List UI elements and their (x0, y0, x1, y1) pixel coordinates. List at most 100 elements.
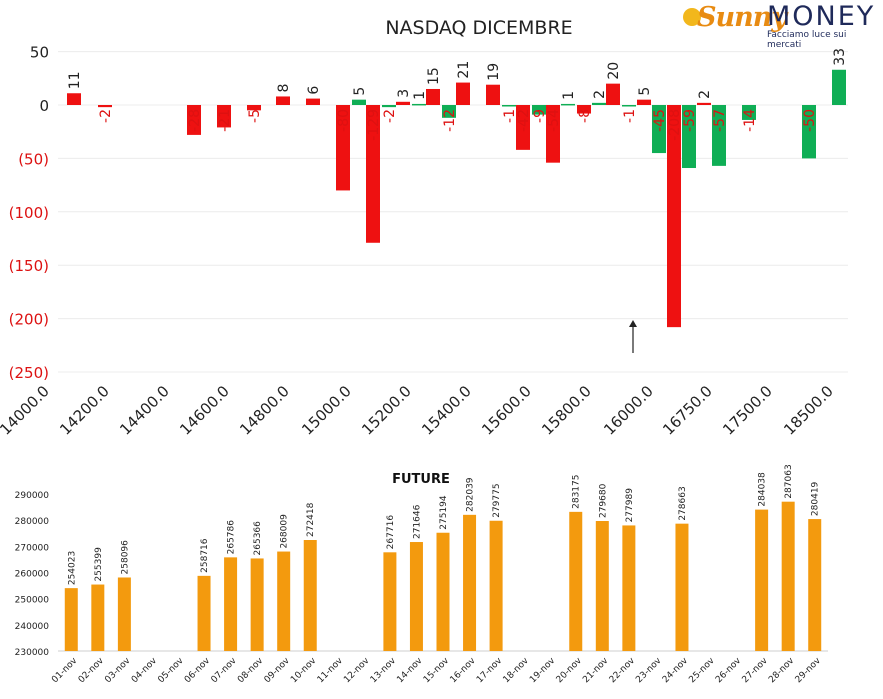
y-tick-label: 230000 (15, 648, 50, 658)
y-tick-label: (100) (9, 204, 49, 222)
annotation-arrow-head (629, 320, 637, 327)
bar (67, 93, 81, 105)
bar-label: 11 (67, 71, 83, 89)
x-tick-label: 15600.0 (478, 382, 535, 439)
future-bar-label: 258716 (200, 538, 210, 573)
future-bar (224, 557, 238, 651)
x-tick-label: 14600.0 (176, 382, 233, 439)
future-bar-label: 265786 (227, 520, 237, 555)
y-tick-label: 0 (39, 97, 49, 115)
future-bar (808, 519, 822, 651)
bar-label: 1 (561, 91, 577, 100)
bar-label: -208 (667, 109, 683, 141)
bar-label: 20 (606, 62, 622, 80)
x-tick-label: 27-nov (741, 656, 771, 686)
bar (396, 101, 410, 105)
bar-label: -8 (577, 109, 593, 123)
x-tick-label: 09-nov (263, 656, 293, 686)
x-tick-label: 25-nov (687, 656, 717, 686)
future-bar (303, 540, 317, 651)
future-bar-label: 271646 (412, 504, 422, 539)
bar-label: -2 (98, 109, 114, 123)
logo-brand-a: Sunny (697, 2, 787, 33)
bar-label: -45 (652, 109, 668, 132)
bar (336, 105, 350, 191)
bar-label: -42 (516, 109, 532, 132)
bar (697, 102, 711, 105)
future-bar (463, 514, 477, 651)
bar (637, 99, 651, 105)
bar (276, 96, 290, 105)
x-tick-label: 11-nov (316, 656, 346, 686)
future-bar-label: 254023 (67, 551, 77, 585)
future-bar-label: 268009 (280, 514, 290, 549)
bar (412, 103, 426, 106)
bar (742, 105, 756, 120)
logo-tagline: Facciamo luce sui mercati (767, 30, 847, 50)
bar-label: -21 (217, 109, 233, 132)
bar (546, 105, 560, 163)
x-tick-label: 08-nov (236, 656, 266, 686)
x-tick-label: 14400.0 (116, 382, 173, 439)
future-bar-label: 258096 (120, 540, 130, 575)
bar (382, 105, 396, 108)
x-tick-label: 23-nov (634, 656, 664, 686)
bar (577, 105, 591, 114)
bar-label: 2 (592, 90, 608, 99)
x-tick-label: 06-nov (183, 656, 213, 686)
future-bar (197, 575, 211, 651)
sun-icon (683, 8, 701, 26)
future-bar-label: 282039 (466, 477, 476, 512)
bar-label: 3 (396, 89, 412, 98)
bar (306, 98, 320, 105)
bar-label: 21 (456, 61, 472, 79)
x-tick-label: 29-nov (794, 656, 824, 686)
x-tick-label: 16750.0 (659, 382, 716, 439)
future-bar (489, 520, 503, 651)
future-bar (436, 532, 450, 651)
sunny-money-logo: Sunny MONEY Facciamo luce sui mercati (683, 1, 879, 50)
bar (667, 105, 681, 328)
future-bar (755, 509, 769, 651)
bar (682, 105, 696, 169)
future-bar-label: 277989 (625, 488, 635, 523)
bar-label: -14 (742, 109, 758, 132)
future-bar-label: 267716 (386, 515, 396, 550)
bar-label: -57 (712, 109, 728, 132)
future-bar-label: 279680 (598, 483, 608, 518)
future-bar-label: 279775 (492, 483, 502, 517)
x-tick-label: 02-nov (77, 656, 107, 686)
x-tick-label: 18-nov (502, 656, 532, 686)
bar-label: 33 (832, 48, 848, 66)
future-bar-label: 280419 (811, 481, 821, 516)
bar (426, 88, 440, 105)
future-bar (622, 525, 636, 651)
bar (247, 105, 261, 111)
future-bar (409, 542, 423, 651)
x-tick-label: 13-nov (369, 656, 399, 686)
x-tick-label: 14000.0 (0, 382, 53, 439)
nasdaq-chart: NASDAQ DICEMBRE 50 0 (50) (100) (150) (200) (25… (0, 17, 848, 439)
bar-label: 1 (412, 91, 428, 100)
bar (516, 105, 530, 150)
x-tick-label: 16-nov (449, 656, 479, 686)
x-tick-label: 17-nov (475, 656, 505, 686)
bar (532, 105, 546, 115)
bar (366, 105, 380, 243)
x-tick-label: 17500.0 (719, 382, 776, 439)
x-tick-label: 19-nov (528, 656, 558, 686)
bar (502, 105, 516, 107)
bar-label: 5 (637, 87, 653, 96)
future-bar (383, 552, 397, 651)
bar (352, 99, 366, 105)
bar (98, 105, 112, 108)
bar (712, 105, 726, 166)
bar-label: -54 (546, 109, 562, 132)
bar (652, 105, 666, 154)
bar-label: -129 (366, 109, 382, 141)
x-tick-label: 14800.0 (236, 382, 293, 439)
y-tick-label: 280000 (15, 517, 50, 527)
bar-label: -12 (442, 109, 458, 132)
bar (622, 105, 636, 107)
future-bar-label: 265366 (253, 521, 263, 556)
